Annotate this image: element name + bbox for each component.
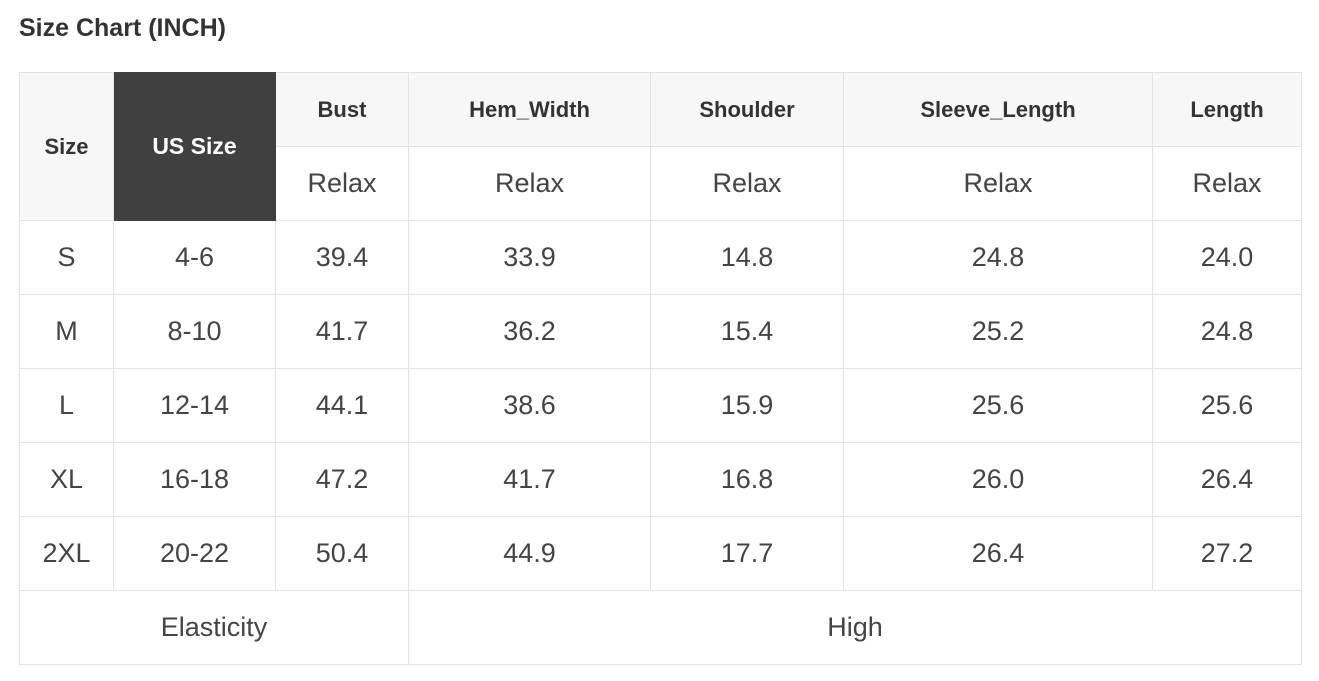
subheader-cell: Relax — [843, 146, 1153, 221]
table-row: XL 16-18 47.2 41.7 16.8 26.0 26.4 — [19, 442, 1302, 517]
table-cell: 26.4 — [1152, 442, 1302, 517]
table-cell: 41.7 — [275, 294, 409, 369]
table-cell: 39.4 — [275, 220, 409, 295]
table-cell: 15.9 — [650, 368, 844, 443]
subheader-cell: Relax — [1152, 146, 1302, 221]
table-cell: 16.8 — [650, 442, 844, 517]
table-cell: 2XL — [19, 516, 114, 591]
table-cell: 26.4 — [843, 516, 1153, 591]
table-cell: 14.8 — [650, 220, 844, 295]
elasticity-label: Elasticity — [19, 590, 409, 665]
table-cell: XL — [19, 442, 114, 517]
subheader-cell: Relax — [408, 146, 651, 221]
table-cell: 27.2 — [1152, 516, 1302, 591]
table-cell: 15.4 — [650, 294, 844, 369]
table-cell: 44.1 — [275, 368, 409, 443]
footer-row: Elasticity High — [19, 590, 1302, 665]
table-cell: 47.2 — [275, 442, 409, 517]
size-chart-table: Size US Size Bust Hem_Width Shoulder Sle… — [19, 72, 1302, 665]
table-cell: 33.9 — [408, 220, 651, 295]
table-cell: S — [19, 220, 114, 295]
table-row: 2XL 20-22 50.4 44.9 17.7 26.4 27.2 — [19, 516, 1302, 591]
table-cell: 25.2 — [843, 294, 1153, 369]
table-cell: 24.8 — [1152, 294, 1302, 369]
header-sleeve-length: Sleeve_Length — [843, 72, 1153, 147]
table-row: M 8-10 41.7 36.2 15.4 25.2 24.8 — [19, 294, 1302, 369]
page-title: Size Chart (INCH) — [19, 14, 226, 42]
subheader-cell: Relax — [650, 146, 844, 221]
table-cell: 44.9 — [408, 516, 651, 591]
header-length: Length — [1152, 72, 1302, 147]
header-bust: Bust — [275, 72, 409, 147]
table-cell: 16-18 — [113, 442, 276, 517]
elasticity-value: High — [408, 590, 1302, 665]
header-us-size: US Size — [113, 72, 276, 221]
table-cell: 26.0 — [843, 442, 1153, 517]
table-cell: 25.6 — [1152, 368, 1302, 443]
table-cell: 41.7 — [408, 442, 651, 517]
table-cell: M — [19, 294, 114, 369]
table-cell: 12-14 — [113, 368, 276, 443]
table-cell: 25.6 — [843, 368, 1153, 443]
header-row: Size US Size Bust Hem_Width Shoulder Sle… — [19, 72, 1302, 221]
table-cell: 8-10 — [113, 294, 276, 369]
header-hem-width: Hem_Width — [408, 72, 651, 147]
subheader-cell: Relax — [275, 146, 409, 221]
table-cell: 20-22 — [113, 516, 276, 591]
table-cell: 50.4 — [275, 516, 409, 591]
header-shoulder: Shoulder — [650, 72, 844, 147]
table-row: S 4-6 39.4 33.9 14.8 24.8 24.0 — [19, 220, 1302, 295]
table-row: L 12-14 44.1 38.6 15.9 25.6 25.6 — [19, 368, 1302, 443]
table-cell: 17.7 — [650, 516, 844, 591]
table-cell: 4-6 — [113, 220, 276, 295]
table-cell: 24.8 — [843, 220, 1153, 295]
table-cell: 24.0 — [1152, 220, 1302, 295]
table-cell: L — [19, 368, 114, 443]
table-cell: 38.6 — [408, 368, 651, 443]
header-size: Size — [19, 72, 114, 221]
table-cell: 36.2 — [408, 294, 651, 369]
